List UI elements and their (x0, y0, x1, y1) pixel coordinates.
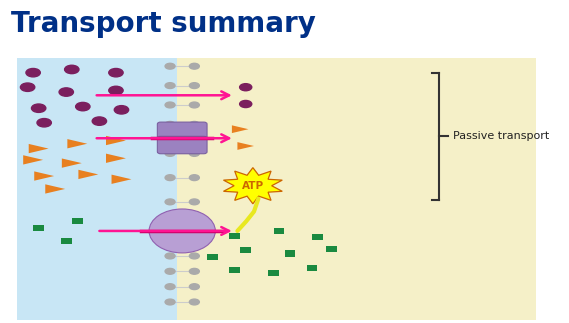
Polygon shape (62, 159, 82, 168)
Polygon shape (34, 172, 54, 181)
Circle shape (189, 253, 199, 259)
Circle shape (189, 151, 199, 156)
FancyBboxPatch shape (274, 228, 284, 234)
Circle shape (189, 63, 199, 69)
Polygon shape (79, 170, 98, 179)
FancyBboxPatch shape (158, 122, 207, 140)
Circle shape (26, 68, 40, 77)
FancyBboxPatch shape (307, 265, 317, 271)
Circle shape (165, 102, 175, 108)
Circle shape (165, 175, 175, 181)
Circle shape (109, 86, 123, 95)
FancyBboxPatch shape (207, 254, 218, 260)
FancyBboxPatch shape (158, 136, 207, 154)
FancyBboxPatch shape (312, 234, 323, 240)
FancyBboxPatch shape (17, 58, 204, 320)
Circle shape (165, 284, 175, 289)
Circle shape (189, 268, 199, 274)
Polygon shape (112, 175, 131, 184)
Circle shape (114, 106, 129, 114)
Circle shape (165, 268, 175, 274)
Circle shape (37, 119, 51, 127)
FancyArrowPatch shape (97, 134, 229, 142)
Circle shape (189, 284, 199, 289)
Polygon shape (67, 139, 87, 148)
Polygon shape (237, 142, 254, 150)
FancyBboxPatch shape (61, 238, 72, 244)
Circle shape (165, 83, 175, 89)
Text: Passive transport: Passive transport (453, 131, 549, 141)
FancyBboxPatch shape (72, 218, 83, 224)
Polygon shape (46, 184, 65, 193)
FancyBboxPatch shape (229, 233, 240, 239)
Text: Transport summary: Transport summary (11, 10, 316, 38)
Circle shape (240, 100, 251, 108)
Circle shape (240, 84, 251, 91)
Polygon shape (224, 168, 282, 204)
Text: ATP: ATP (242, 181, 264, 191)
Circle shape (189, 299, 199, 305)
Circle shape (189, 238, 199, 244)
Circle shape (189, 102, 199, 108)
FancyBboxPatch shape (284, 251, 295, 257)
FancyArrowPatch shape (97, 91, 229, 99)
Ellipse shape (149, 209, 215, 253)
Circle shape (65, 65, 79, 74)
Circle shape (92, 117, 106, 125)
Circle shape (165, 121, 175, 127)
FancyBboxPatch shape (268, 270, 279, 276)
Polygon shape (23, 155, 43, 164)
Polygon shape (28, 144, 48, 153)
FancyBboxPatch shape (326, 246, 336, 252)
Circle shape (165, 151, 175, 156)
Circle shape (189, 83, 199, 89)
FancyArrowPatch shape (100, 227, 229, 235)
Circle shape (189, 175, 199, 181)
Polygon shape (106, 136, 126, 145)
Circle shape (189, 121, 199, 127)
Polygon shape (232, 125, 249, 133)
FancyBboxPatch shape (177, 58, 535, 320)
Circle shape (165, 253, 175, 259)
Circle shape (109, 68, 123, 77)
Circle shape (165, 299, 175, 305)
Polygon shape (106, 154, 126, 163)
Circle shape (76, 102, 90, 111)
Circle shape (165, 238, 175, 244)
Circle shape (20, 83, 35, 91)
Circle shape (165, 199, 175, 205)
FancyBboxPatch shape (229, 267, 240, 273)
Circle shape (165, 63, 175, 69)
Circle shape (59, 88, 73, 96)
Circle shape (31, 104, 46, 112)
Circle shape (189, 199, 199, 205)
FancyBboxPatch shape (34, 225, 44, 231)
FancyBboxPatch shape (241, 247, 251, 253)
